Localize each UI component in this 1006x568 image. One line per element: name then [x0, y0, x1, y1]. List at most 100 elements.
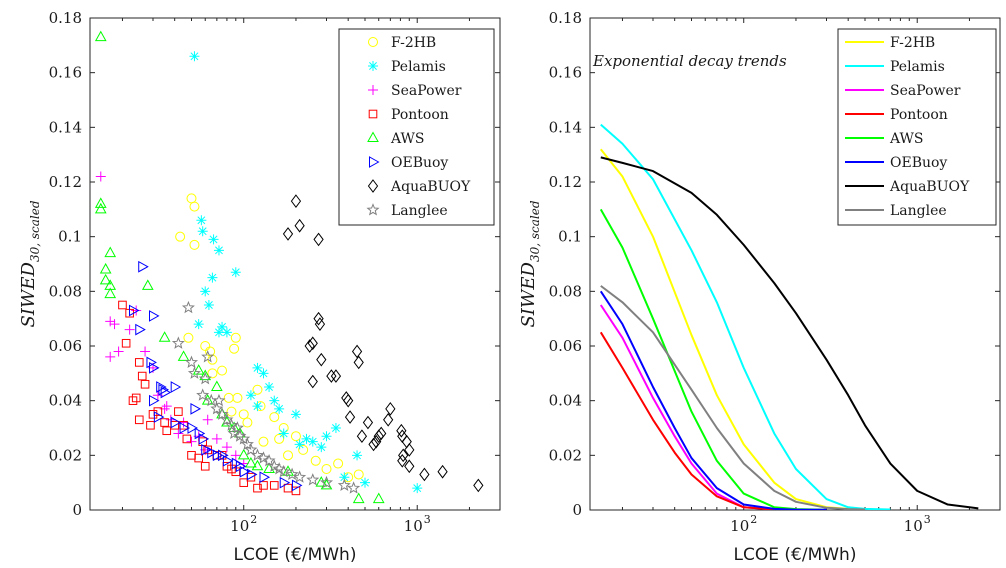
x-tick-label: 10 — [904, 517, 923, 535]
point-aws — [352, 492, 365, 504]
point-f-2hb — [226, 406, 237, 417]
point-aquabuoy — [401, 434, 412, 449]
point-aquabuoy — [356, 429, 368, 444]
x-tick-exponent: 3 — [424, 513, 431, 526]
point-aquabuoy — [419, 467, 430, 482]
point-pelamis — [203, 300, 214, 310]
point-pelamis — [252, 362, 263, 373]
legend-label-f-2hb: F-2HB — [890, 35, 935, 51]
x-tick-label: 10 — [730, 517, 749, 535]
point-aws — [158, 331, 171, 342]
legend-marker-aws — [367, 131, 379, 142]
point-f-2hb — [333, 458, 344, 469]
point-langlee — [181, 300, 195, 314]
point-aws — [237, 448, 250, 460]
line-langlee — [600, 285, 866, 510]
point-langlee — [244, 443, 258, 456]
point-seapower — [113, 346, 124, 357]
point-pelamis — [294, 439, 305, 450]
point-aquabuoy — [351, 344, 363, 359]
y-tick-label: 0.06 — [549, 337, 582, 355]
y-tick-label: 0.08 — [549, 282, 582, 300]
point-seapower — [202, 414, 213, 425]
point-langlee — [196, 388, 210, 401]
legend-marker-langlee — [366, 203, 380, 216]
point-aws — [199, 369, 212, 381]
point-seapower — [173, 428, 184, 439]
point-pelamis — [252, 401, 263, 412]
point-aquabuoy — [326, 369, 337, 383]
line-oebuoy — [599, 290, 827, 510]
plot-data — [94, 30, 484, 504]
point-aws — [94, 30, 107, 42]
point-aquabuoy — [313, 311, 324, 326]
point-aquabuoy — [307, 374, 318, 389]
point-pelamis — [352, 450, 363, 461]
point-pelamis — [208, 234, 219, 245]
point-oebuoy — [138, 260, 149, 273]
point-langlee — [210, 402, 224, 415]
point-pelamis — [258, 368, 269, 379]
point-pontoon — [121, 338, 131, 348]
point-seapower — [131, 305, 142, 316]
point-aws — [315, 476, 328, 487]
point-pelamis — [217, 321, 228, 332]
point-aws — [192, 364, 205, 375]
y-tick-label: 0 — [72, 501, 82, 519]
point-aquabuoy — [404, 443, 415, 457]
point-oebuoy — [259, 471, 271, 484]
point-pelamis — [359, 477, 370, 488]
y-tick-label: 0.18 — [549, 9, 582, 27]
point-f-2hb — [274, 433, 285, 444]
x-tick-exponent: 2 — [750, 513, 757, 526]
point-pelamis — [412, 483, 423, 494]
point-pelamis — [207, 272, 218, 283]
point-aquabuoy — [314, 317, 326, 331]
point-langlee — [240, 437, 254, 450]
point-f-2hb — [223, 392, 234, 403]
point-f-2hb — [298, 444, 309, 455]
point-seapower — [161, 401, 172, 412]
series-aquabuoy — [282, 194, 484, 493]
point-f-2hb — [238, 409, 249, 420]
point-langlee — [201, 350, 215, 363]
point-pontoon — [187, 451, 196, 460]
point-oebuoy — [190, 403, 201, 415]
point-seapower — [95, 171, 106, 182]
legend-label-aws: AWS — [390, 131, 425, 147]
legend-label-pelamis: Pelamis — [890, 59, 945, 75]
point-f-2hb — [207, 368, 218, 379]
y-tick-label: 0.02 — [49, 446, 82, 464]
line-f-2hb — [599, 148, 866, 510]
y-tick-label: 0.1 — [558, 228, 582, 246]
point-f-2hb — [217, 365, 228, 376]
point-aquabuoy — [376, 426, 387, 441]
legend-label-seapower: SeaPower — [391, 83, 462, 99]
legend-box — [338, 28, 495, 226]
point-seapower — [140, 346, 151, 357]
point-aws — [94, 202, 107, 214]
point-pelamis — [213, 245, 224, 256]
point-aquabuoy — [290, 194, 302, 208]
plot-data — [599, 123, 979, 510]
point-f-2hb — [283, 450, 294, 461]
legend: F-2HB Pelamis SeaPower Pontoon AWS OEBuoy Aqua… — [837, 28, 997, 226]
point-f-2hb — [232, 392, 243, 403]
point-pelamis — [230, 267, 241, 278]
point-aquabuoy — [330, 369, 342, 383]
point-langlee — [285, 467, 299, 481]
x-axis-label: LCOE (€/MWh) — [734, 545, 857, 565]
point-pontoon — [269, 481, 279, 490]
legend-label-langlee: Langlee — [890, 203, 947, 219]
point-aquabuoy — [404, 459, 415, 474]
point-langlee — [187, 366, 201, 379]
legend-label-aquabuoy: AquaBUOY — [889, 179, 970, 195]
point-f-2hb — [183, 332, 194, 343]
point-pelamis — [197, 226, 208, 237]
point-aquabuoy — [362, 415, 374, 430]
point-oebuoy — [179, 422, 191, 434]
point-pontoon — [200, 461, 210, 471]
point-f-2hb — [252, 384, 263, 395]
point-oebuoy — [235, 460, 247, 473]
